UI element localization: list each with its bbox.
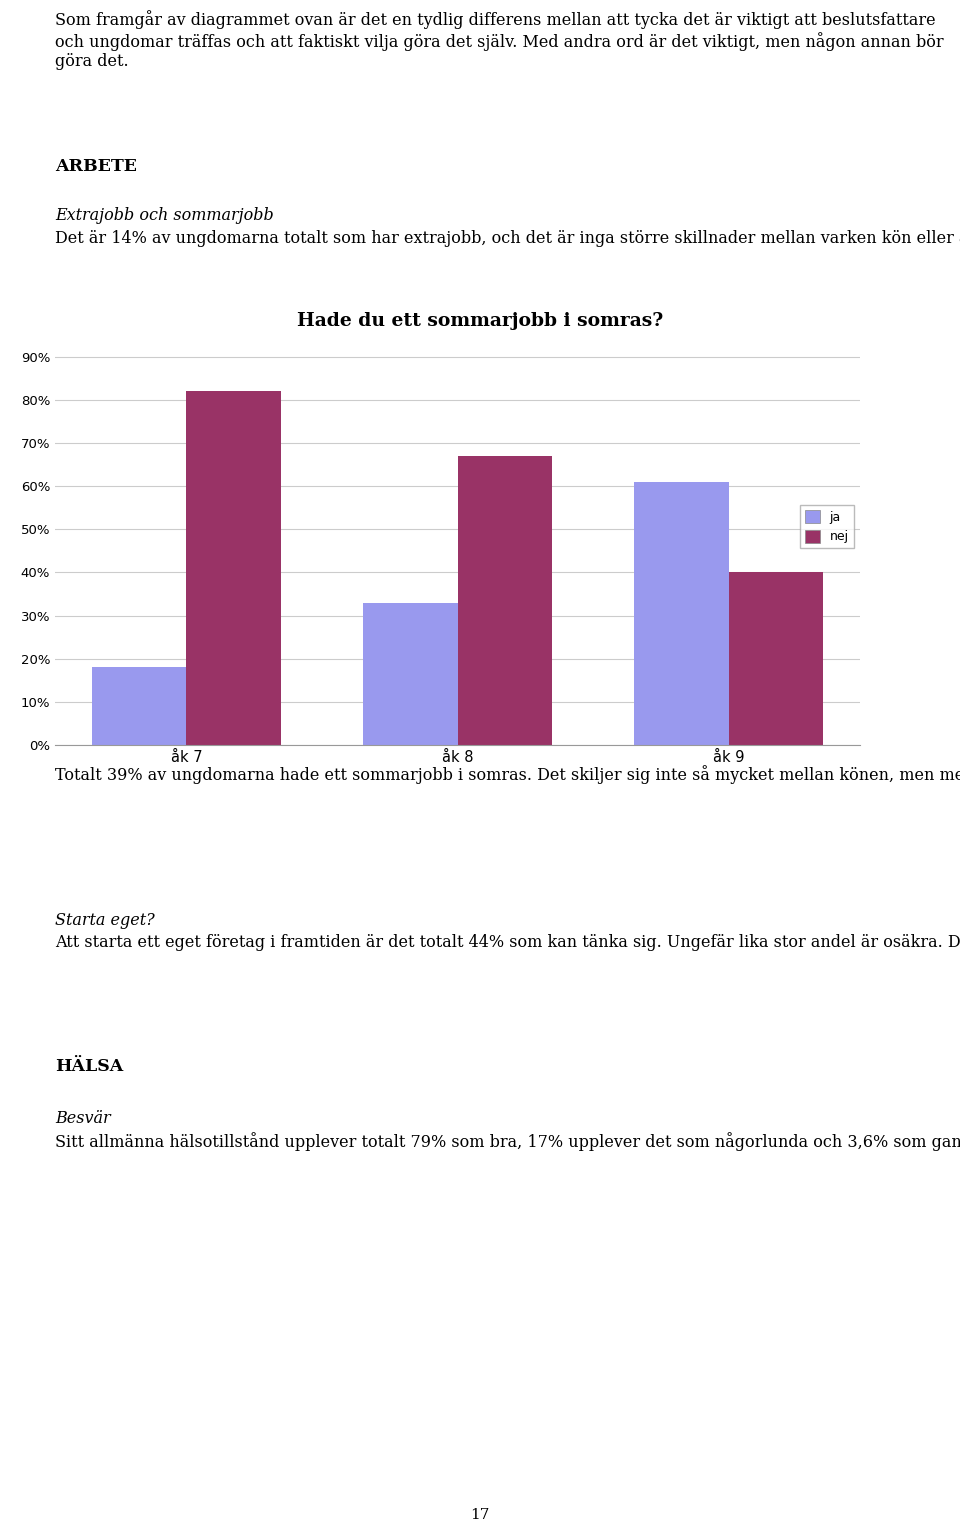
- Text: Besvär: Besvär: [55, 1110, 110, 1127]
- Bar: [634, 482, 729, 745]
- Text: ARBETE: ARBETE: [55, 159, 137, 175]
- Text: Starta eget?: Starta eget?: [55, 913, 155, 930]
- Legend: ja, nej: ja, nej: [800, 505, 853, 548]
- Bar: [458, 456, 552, 745]
- Text: Att starta ett eget företag i framtiden är det totalt 44% som kan tänka sig. Ung: Att starta ett eget företag i framtiden …: [55, 934, 960, 951]
- Bar: [363, 603, 458, 745]
- Text: Extrajobb och sommarjobb: Extrajobb och sommarjobb: [55, 208, 274, 225]
- Text: Som framgår av diagrammet ovan är det en tydlig differens mellan att tycka det ä: Som framgår av diagrammet ovan är det en…: [55, 9, 944, 71]
- Bar: [91, 668, 186, 745]
- Text: Sitt allmänna hälsotillstånd upplever totalt 79% som bra, 17% upplever det som n: Sitt allmänna hälsotillstånd upplever to…: [55, 1133, 960, 1151]
- Text: Hade du ett sommarjobb i somras?: Hade du ett sommarjobb i somras?: [297, 312, 663, 329]
- Bar: [186, 391, 281, 745]
- Bar: [729, 573, 824, 745]
- Text: Totalt 39% av ungdomarna hade ett sommarjobb i somras. Det skiljer sig inte så m: Totalt 39% av ungdomarna hade ett sommar…: [55, 765, 960, 783]
- Text: Det är 14% av ungdomarna totalt som har extrajobb, och det är inga större skilln: Det är 14% av ungdomarna totalt som har …: [55, 228, 960, 246]
- Text: 17: 17: [470, 1508, 490, 1522]
- Text: HÄLSA: HÄLSA: [55, 1057, 123, 1076]
